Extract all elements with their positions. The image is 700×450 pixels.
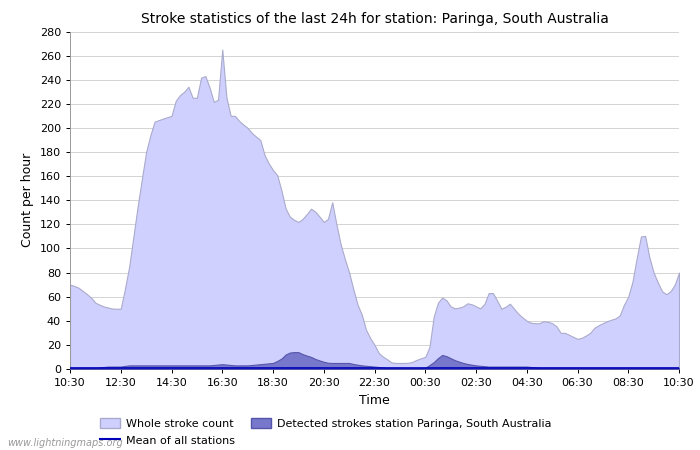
- Y-axis label: Count per hour: Count per hour: [21, 153, 34, 248]
- Legend: Whole stroke count, Mean of all stations, Detected strokes station Paringa, Sout: Whole stroke count, Mean of all stations…: [100, 418, 552, 446]
- X-axis label: Time: Time: [359, 394, 390, 407]
- Text: www.lightningmaps.org: www.lightningmaps.org: [7, 438, 122, 448]
- Title: Stroke statistics of the last 24h for station: Paringa, South Australia: Stroke statistics of the last 24h for st…: [141, 12, 608, 26]
